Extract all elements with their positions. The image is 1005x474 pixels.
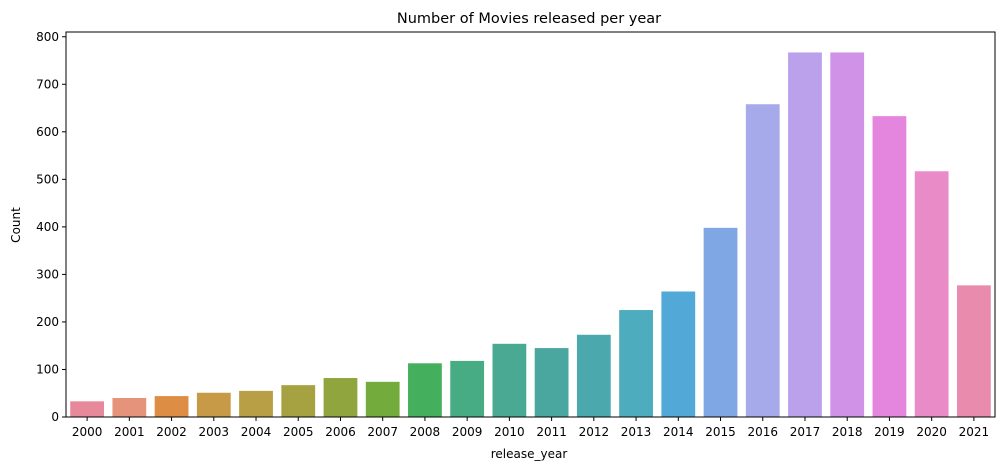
x-tick-label: 2014 (663, 425, 694, 439)
bar-2003 (196, 392, 231, 417)
bar-2011 (534, 348, 569, 417)
bar-2021 (956, 285, 991, 417)
x-tick-label: 2002 (156, 425, 187, 439)
x-tick-label: 2003 (199, 425, 230, 439)
bar-2014 (661, 291, 696, 417)
x-tick-label: 2004 (241, 425, 272, 439)
bar-2016 (745, 104, 780, 417)
plot-frame (65, 31, 996, 418)
y-tick-label: 300 (36, 267, 59, 281)
bar-2018 (830, 52, 865, 418)
bar-2001 (112, 397, 147, 417)
bar-2010 (492, 343, 527, 417)
x-tick-label: 2010 (494, 425, 525, 439)
x-tick-label: 2016 (747, 425, 778, 439)
bar-2013 (619, 310, 653, 417)
x-tick-label: 2009 (452, 425, 483, 439)
x-tick-label: 2001 (114, 425, 145, 439)
bars-group (70, 52, 991, 418)
bar-2009 (450, 360, 485, 417)
bar-2012 (576, 334, 611, 417)
y-tick-label: 0 (51, 410, 59, 424)
x-axis-label: release_year (491, 447, 568, 461)
bar-2005 (281, 385, 316, 417)
y-axis-label: Count (9, 207, 23, 243)
bar-2008 (408, 363, 442, 417)
x-tick-label: 2007 (367, 425, 398, 439)
x-tick-label: 2008 (410, 425, 441, 439)
bar-2017 (788, 52, 822, 418)
bar-2000 (70, 401, 105, 417)
y-axis: 0 100 200 300 400 500 600 700 800 (36, 30, 66, 424)
bar-2004 (239, 390, 273, 417)
y-tick-label: 200 (36, 315, 59, 329)
x-tick-label: 2017 (790, 425, 821, 439)
x-tick-label: 2012 (579, 425, 610, 439)
bar-2019 (872, 116, 907, 417)
y-tick-label: 700 (36, 77, 59, 91)
x-tick-label: 2005 (283, 425, 314, 439)
x-tick-label: 2019 (874, 425, 905, 439)
x-tick-label: 2011 (536, 425, 567, 439)
x-tick-label: 2013 (621, 425, 652, 439)
y-tick-label: 500 (36, 172, 59, 186)
x-tick-label: 2021 (959, 425, 990, 439)
chart-title: Number of Movies released per year (397, 11, 661, 27)
x-tick-label: 2015 (705, 425, 736, 439)
y-tick-label: 800 (36, 30, 59, 44)
bar-2020 (914, 171, 949, 417)
x-axis: 2000 2001 2002 2003 2004 2005 2006 2007 2008 2009… (72, 417, 989, 439)
x-tick-label: 2020 (916, 425, 947, 439)
x-tick-label: 2018 (832, 425, 863, 439)
y-tick-label: 600 (36, 125, 59, 139)
bar-2015 (703, 227, 738, 417)
x-tick-label: 2000 (72, 425, 103, 439)
bar-2007 (365, 381, 400, 417)
bar-2006 (323, 378, 358, 417)
x-tick-label: 2006 (325, 425, 356, 439)
bar-2002 (154, 396, 189, 417)
y-tick-label: 400 (36, 220, 59, 234)
y-tick-label: 100 (36, 362, 59, 376)
